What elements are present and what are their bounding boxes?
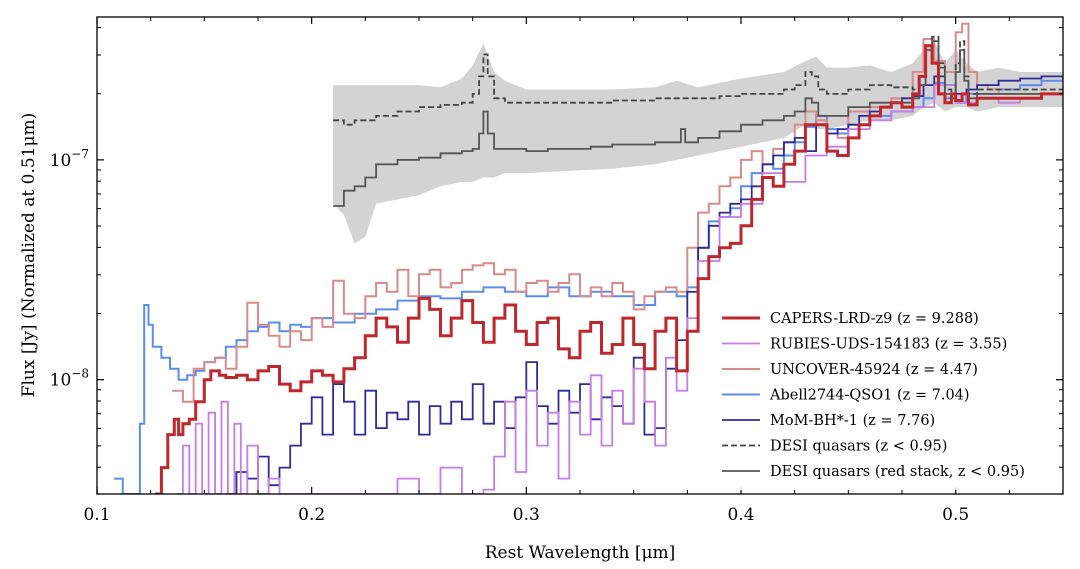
x-tick-label: 0.2: [298, 505, 325, 525]
x-axis-ticks: 0.1 0.2 0.3 0.4 0.5: [83, 17, 1010, 525]
series-uncover-45924: [172, 22, 1063, 403]
legend-entry-label: Abell2744-QSO1 (z = 7.04): [769, 388, 970, 404]
x-axis-label: Rest Wavelength [μm]: [485, 543, 676, 563]
legend-entry-label: CAPERS-LRD-z9 (z = 9.288): [770, 311, 979, 327]
y-tick-label: 10−7: [50, 147, 89, 171]
legend-box: [714, 300, 1054, 490]
series-desi-quasars: [333, 35, 1063, 126]
x-tick-label: 0.1: [83, 505, 110, 525]
x-tick-label: 0.3: [513, 505, 540, 525]
legend-entry-label: MoM-BH*-1 (z = 7.76): [770, 413, 935, 429]
legend-entry-label: UNCOVER-45924 (z = 4.47): [770, 362, 978, 378]
legend-entry-label: RUBIES-UDS-154183 (z = 3.55): [770, 337, 1007, 353]
legend: CAPERS-LRD-z9 (z = 9.288) RUBIES-UDS-1541…: [714, 300, 1054, 490]
y-axis-ticks: 10−8 10−7: [50, 27, 1063, 468]
x-tick-label: 0.4: [727, 505, 754, 525]
y-tick-label: 10−8: [50, 367, 89, 391]
legend-entry-label: DESI quasars (z < 0.95): [770, 439, 947, 455]
x-tick-label: 0.5: [942, 505, 969, 525]
legend-entry-label: DESI quasars (red stack, z < 0.95): [770, 464, 1025, 480]
series-capers-lrd-z9: [155, 44, 1063, 494]
series-layer: [114, 22, 1063, 494]
series-rubies-uds-154183: [176, 84, 1063, 494]
y-axis-label: Flux [Jy] (Normalized at 0.51μm): [19, 113, 39, 398]
